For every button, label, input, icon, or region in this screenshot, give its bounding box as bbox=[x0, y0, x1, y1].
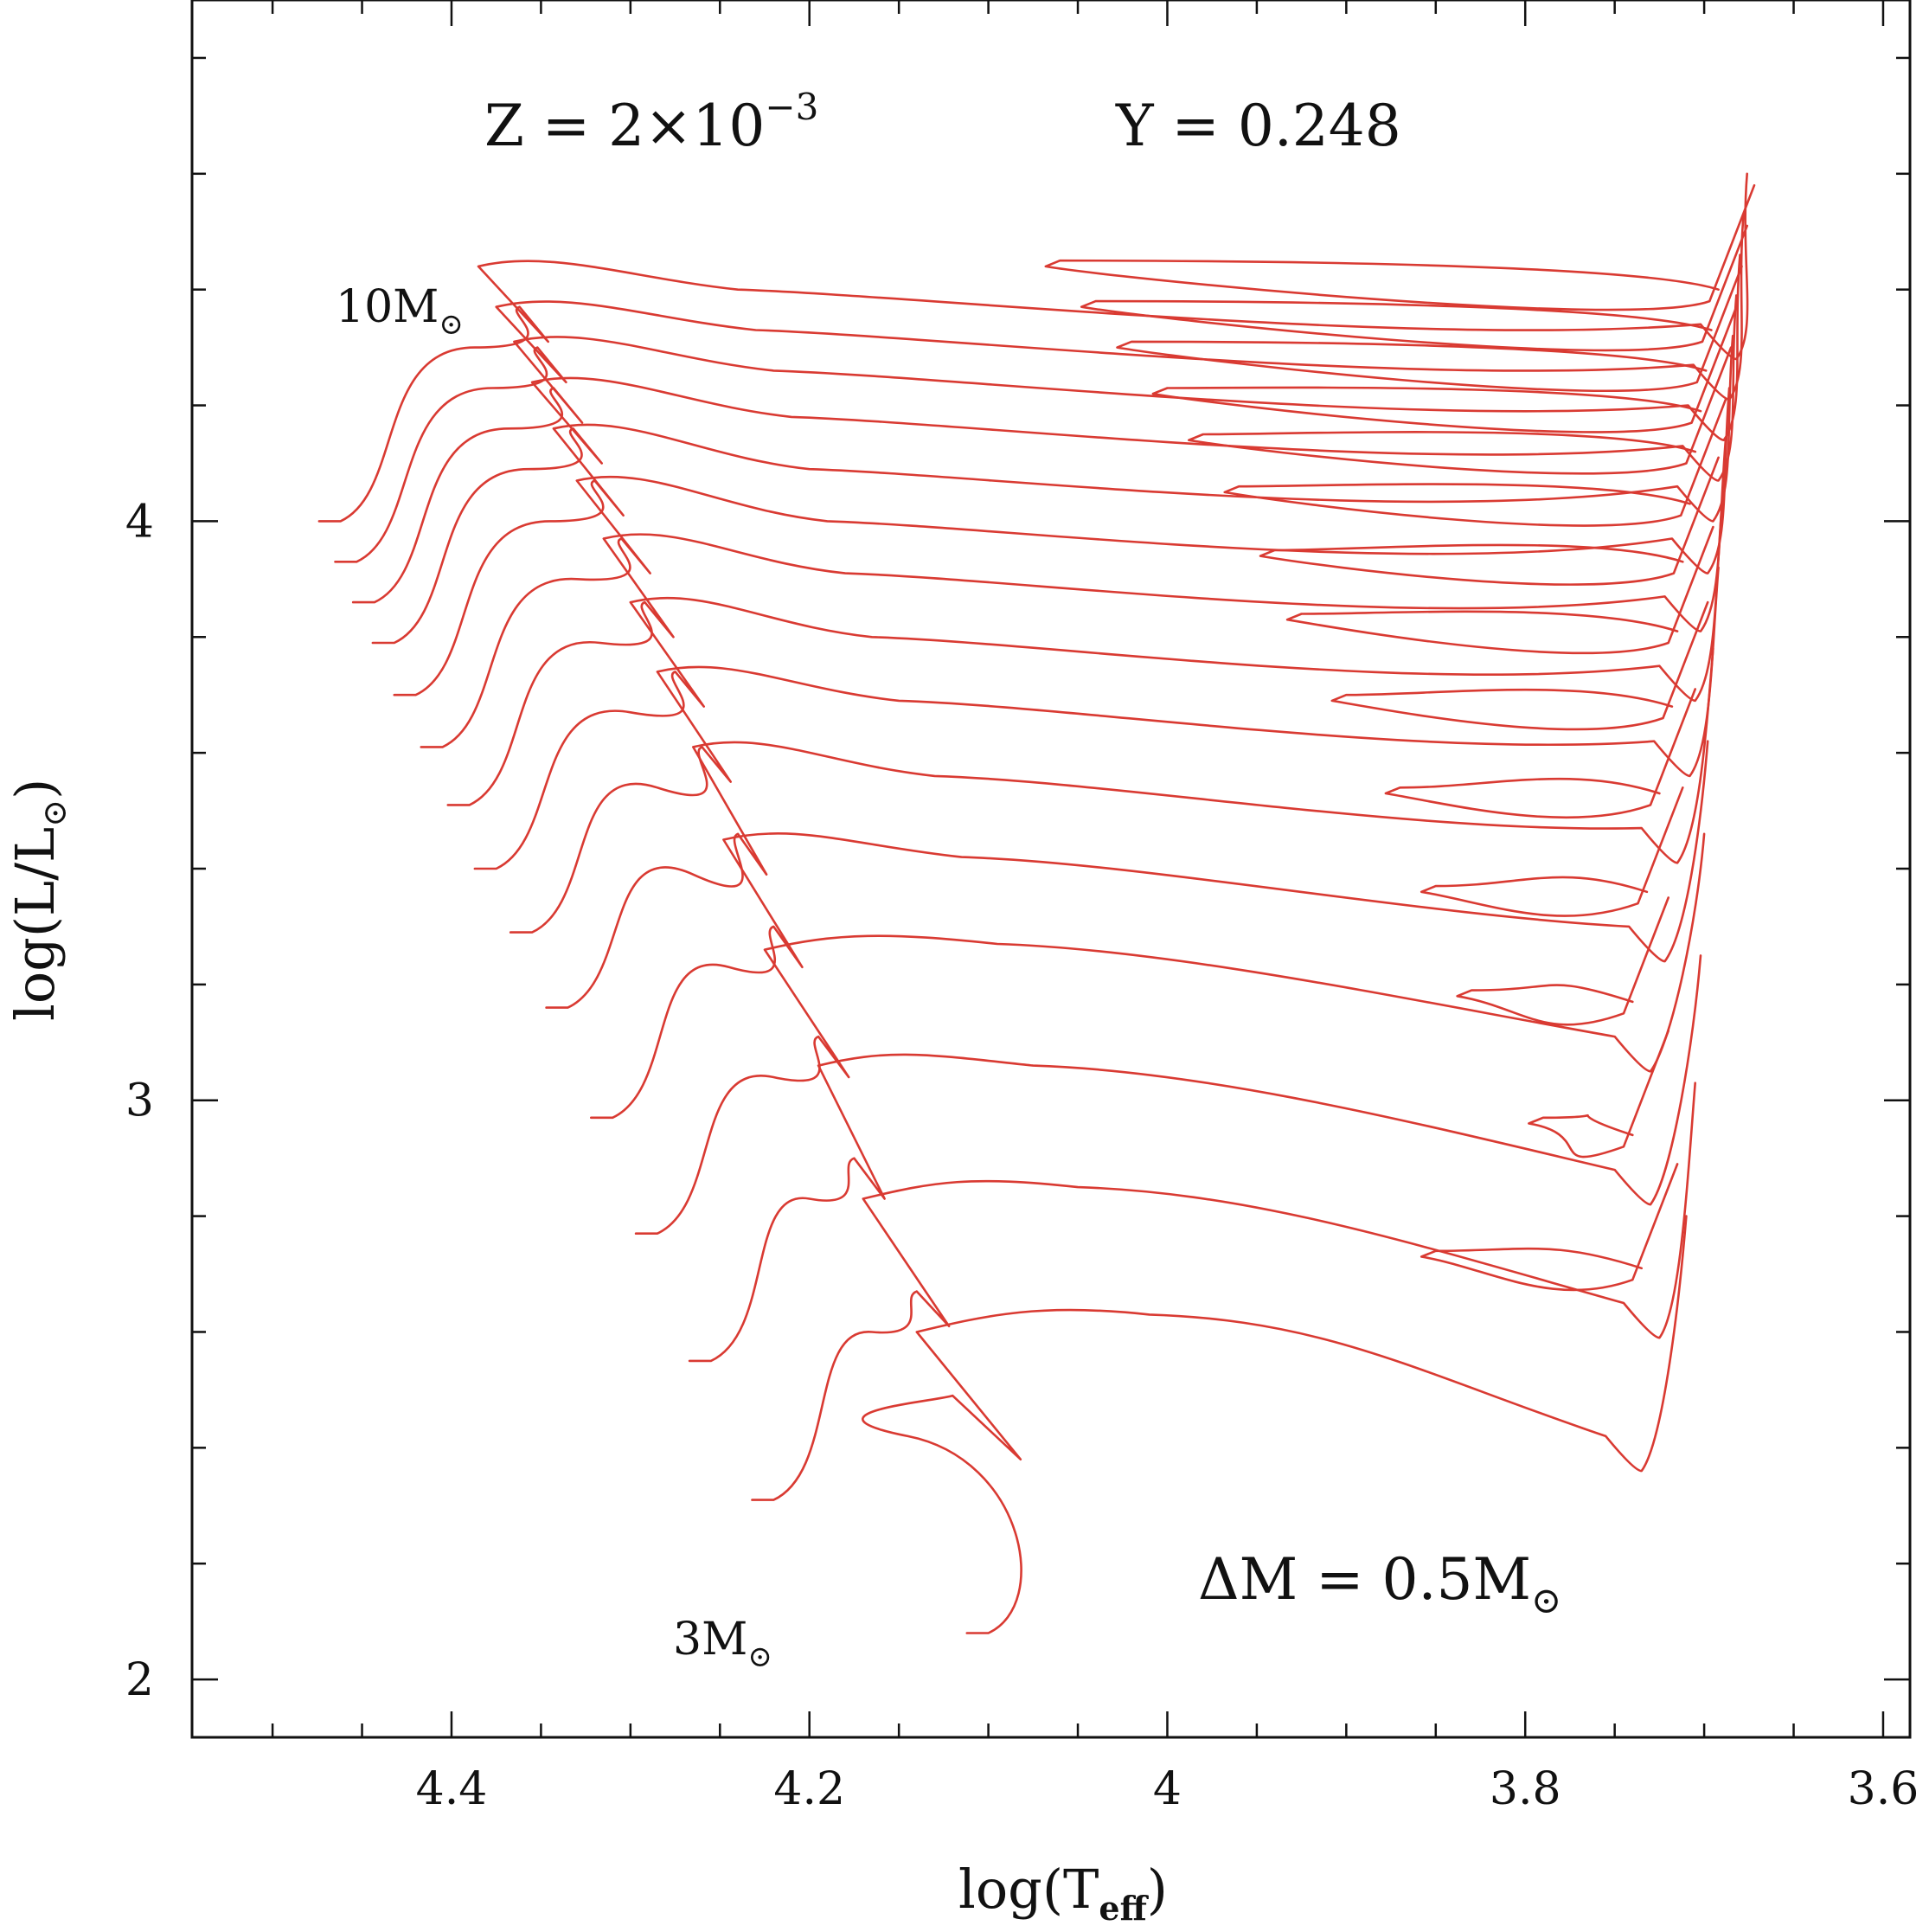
track-3_0-msun bbox=[862, 1215, 1688, 1634]
x-tick-label: 4.4 bbox=[416, 1763, 488, 1815]
track-8_0-msun bbox=[393, 334, 1734, 696]
track-7_5-msun bbox=[420, 387, 1731, 748]
axis-ticks bbox=[192, 0, 1910, 1737]
track-8_5-msun bbox=[371, 294, 1738, 645]
bottom-label-symbol: ⊙ bbox=[747, 1640, 772, 1674]
y-tick-label: 4 bbox=[125, 496, 154, 548]
composition-y-label: Y = 0.248 bbox=[1115, 93, 1401, 159]
blue-loop-5_0-msun bbox=[1420, 786, 1684, 917]
track-6_0-msun bbox=[509, 566, 1720, 934]
x-axis-label: log(Teff) bbox=[958, 1858, 1168, 1928]
mass-step-symbol: ⊙ bbox=[1531, 1579, 1561, 1621]
blue-loop-9_5-msun bbox=[1080, 224, 1748, 352]
track-label-10msun: 10M⊙ bbox=[336, 281, 464, 342]
blue-loop-7_0-msun bbox=[1259, 456, 1720, 586]
x-tick-label: 3.8 bbox=[1490, 1763, 1561, 1815]
x-axis-label-sub: eff bbox=[1099, 1889, 1149, 1928]
blue-loop-3_5-msun bbox=[1420, 1163, 1679, 1292]
track-10_0-msun bbox=[317, 172, 1749, 523]
x-tick-label: 4.2 bbox=[773, 1763, 845, 1815]
x-tick-label: 3.6 bbox=[1848, 1763, 1919, 1815]
blue-loop-8_0-msun bbox=[1188, 346, 1733, 475]
track-group bbox=[317, 172, 1756, 1634]
blue-loop-5_5-msun bbox=[1384, 688, 1696, 819]
blue-loop-6_5-msun bbox=[1285, 525, 1714, 655]
track-label-3msun: 3M⊙ bbox=[673, 1614, 772, 1674]
blue-loop-4_0-msun bbox=[1528, 1030, 1669, 1159]
track-6_5-msun bbox=[473, 503, 1724, 870]
y-axis-label-sub: ⊙ bbox=[35, 799, 74, 827]
y-tick-label: 3 bbox=[125, 1075, 154, 1127]
track-7_0-msun bbox=[446, 439, 1727, 806]
track-9_5-msun bbox=[334, 213, 1745, 563]
composition-z-exponent: −3 bbox=[765, 86, 818, 128]
track-5_5-msun bbox=[545, 647, 1714, 1009]
blue-loop-4_5-msun bbox=[1456, 896, 1669, 1026]
mass-step-label: ΔM = 0.5M⊙ bbox=[1198, 1546, 1561, 1621]
track-4_5-msun bbox=[634, 832, 1706, 1235]
y-tick-label: 2 bbox=[125, 1654, 154, 1706]
track-3_5-msun bbox=[751, 1082, 1696, 1501]
composition-z-label: Z = 2×10−3 bbox=[484, 86, 818, 159]
track-4_0-msun bbox=[688, 954, 1702, 1363]
top-label-symbol: ⊙ bbox=[439, 307, 464, 342]
blue-loop-8_5-msun bbox=[1151, 305, 1738, 433]
blue-loop-6_0-msun bbox=[1330, 600, 1709, 731]
axis-tick-labels: 4.4 4.2 4 3.8 3.6 2 3 4 bbox=[125, 496, 1919, 1815]
track-5_0-msun bbox=[590, 740, 1709, 1120]
blue-loop-7_5-msun bbox=[1223, 398, 1727, 527]
x-tick-label: 4 bbox=[1153, 1763, 1182, 1815]
blue-loop-9_0-msun bbox=[1116, 265, 1743, 393]
track-9_0-msun bbox=[351, 254, 1741, 604]
blue-loop-10_0-msun bbox=[1044, 183, 1756, 311]
y-axis-label: log(L/L⊙) bbox=[3, 779, 74, 1021]
